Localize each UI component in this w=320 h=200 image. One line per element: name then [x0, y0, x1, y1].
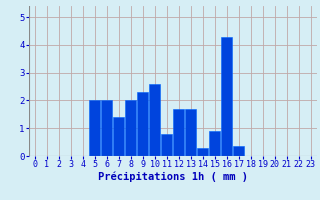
Bar [161, 134, 172, 156]
Bar [197, 148, 208, 156]
Bar [125, 100, 136, 156]
Bar [89, 100, 100, 156]
Bar [149, 84, 160, 156]
Bar [101, 100, 112, 156]
Bar [113, 117, 124, 156]
Bar [221, 37, 232, 156]
Bar [185, 109, 196, 156]
X-axis label: Précipitations 1h ( mm ): Précipitations 1h ( mm ) [98, 172, 248, 182]
Bar [233, 146, 244, 156]
Bar [137, 92, 148, 156]
Bar [173, 109, 184, 156]
Bar [209, 131, 220, 156]
